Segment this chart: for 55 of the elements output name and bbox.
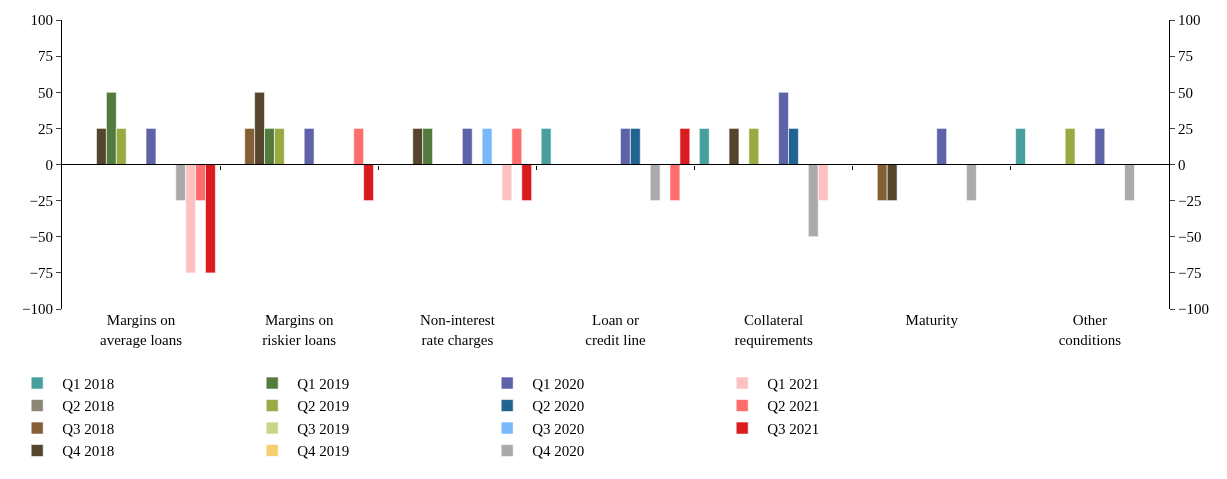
x-tick-label: Loan or credit line [585, 312, 647, 348]
y2-tick-label: −25 [1178, 192, 1202, 209]
legend-label: Q4 2019 [297, 443, 350, 460]
legend-label: Q3 2018 [62, 420, 115, 437]
bar [481, 128, 493, 165]
legend-label: Q3 2021 [767, 420, 820, 437]
legend-label: Q3 2020 [532, 420, 585, 437]
y-tick-label: 0 [45, 156, 53, 173]
y2-tick-label: 75 [1178, 48, 1193, 65]
legend-label: Q4 2018 [62, 443, 115, 460]
bar [462, 128, 473, 165]
bar [699, 128, 710, 165]
y2-tick-label: 0 [1178, 156, 1186, 173]
bar [936, 128, 947, 165]
bar [1124, 164, 1135, 201]
y2-tick-label: 100 [1178, 12, 1201, 29]
legend-label: Q2 2018 [62, 398, 115, 415]
bar [649, 164, 661, 201]
legend-label: Q2 2021 [767, 398, 820, 415]
bar [303, 128, 315, 165]
y2-tick-label: 50 [1178, 84, 1193, 101]
legend-label: Q1 2018 [62, 375, 115, 392]
y2-tick-label: 25 [1178, 120, 1193, 137]
bar [1094, 128, 1106, 165]
legend-label: Q4 2020 [532, 443, 585, 460]
bar [145, 128, 157, 165]
x-tick-label: Other conditions [1058, 312, 1122, 348]
bar [748, 128, 760, 165]
legend-label: Q1 2020 [532, 375, 585, 392]
bar [540, 128, 552, 165]
y-tick-label: −50 [29, 229, 53, 245]
x-tick-label: Non-interest rate charges [419, 312, 496, 348]
x-tick-label: Collateral requirements [734, 312, 813, 348]
bar [1015, 128, 1026, 165]
y-tick-label: −100 [22, 301, 53, 318]
y2-tick-label: −75 [1178, 265, 1202, 282]
legend-label: Q1 2019 [297, 375, 350, 392]
y2-tick-label: −100 [1178, 301, 1209, 318]
y-tick-label: −25 [29, 192, 53, 209]
legend-label: Q1 2021 [767, 375, 820, 392]
y-tick-label: 50 [38, 84, 53, 101]
y-tick-label: 75 [38, 48, 53, 65]
legend-label: Q2 2020 [532, 398, 585, 415]
bar [1064, 128, 1076, 165]
bar [966, 164, 977, 201]
x-tick-label: Margins on riskier loans [262, 312, 337, 348]
bar [728, 128, 740, 165]
x-tick-label: Margins on average loans [100, 312, 183, 348]
x-tick-label: Maturity [905, 312, 959, 328]
legend-label: Q2 2019 [297, 398, 350, 415]
legend-label: Q3 2019 [297, 420, 350, 437]
y-tick-label: −75 [29, 265, 53, 282]
y-tick-label: 25 [38, 120, 53, 137]
y2-tick-label: −50 [1178, 229, 1202, 245]
y-tick-label: 100 [30, 12, 53, 29]
